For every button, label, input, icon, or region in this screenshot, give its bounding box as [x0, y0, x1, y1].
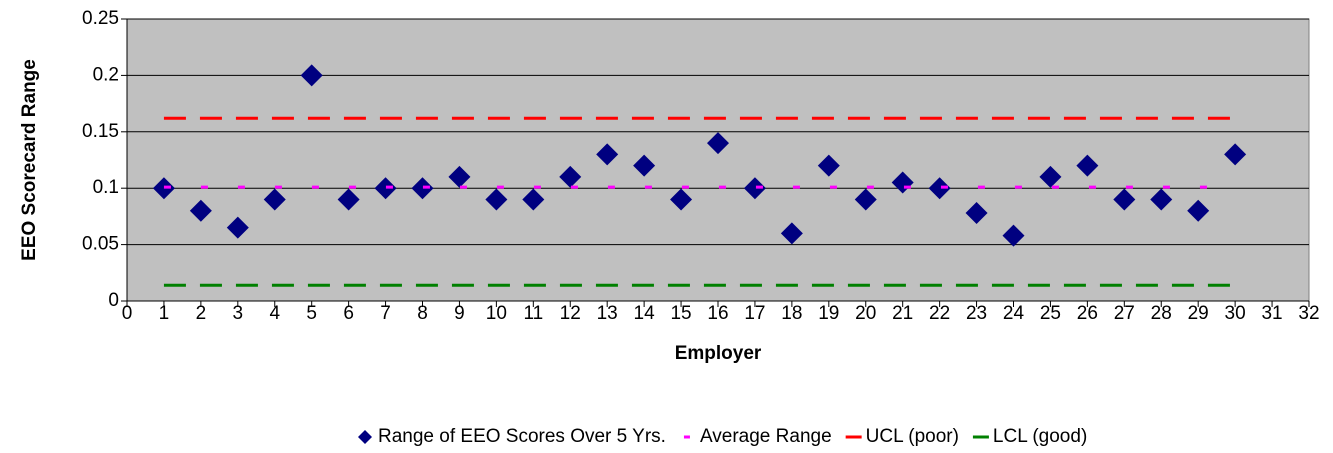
- data-point: [1039, 165, 1062, 188]
- data-point: [411, 177, 434, 200]
- legend-label: LCL (good): [993, 426, 1087, 447]
- x-tick-label: 19: [818, 303, 839, 324]
- x-tick-label: 32: [1298, 303, 1319, 324]
- x-tick-label: 29: [1188, 303, 1209, 324]
- x-tick-label: 12: [560, 303, 581, 324]
- data-point: [263, 188, 286, 211]
- data-point: [448, 165, 471, 188]
- y-tick-label: 0: [108, 290, 119, 311]
- y-tick-label: 0.1: [93, 177, 119, 198]
- plot-area: [126, 18, 1310, 302]
- x-tick-label: 11: [523, 303, 543, 324]
- data-point: [374, 177, 397, 200]
- data-point: [559, 165, 582, 188]
- data-point: [226, 216, 249, 239]
- data-point: [928, 177, 951, 200]
- data-point: [965, 202, 988, 225]
- x-tick-label: 28: [1151, 303, 1172, 324]
- x-tick-label: 21: [892, 303, 913, 324]
- data-point: [1224, 143, 1247, 166]
- x-tick-label: 7: [380, 303, 391, 324]
- x-tick-label: 14: [634, 303, 656, 324]
- y-axis-title: EEO Scorecard Range: [19, 59, 40, 261]
- data-point: [707, 132, 729, 155]
- data-point: [743, 177, 766, 200]
- data-point: [596, 143, 619, 166]
- x-tick-label: 13: [597, 303, 618, 324]
- data-point: [633, 154, 656, 177]
- legend: Range of EEO Scores Over 5 Yrs. Average R…: [358, 426, 1087, 447]
- data-point: [1150, 188, 1173, 211]
- x-tick-label: 6: [343, 303, 354, 324]
- data-point: [1002, 224, 1025, 247]
- data-point: [189, 199, 212, 222]
- x-tick-label: 17: [744, 303, 765, 324]
- data-point: [1113, 188, 1136, 211]
- y-tick-label: 0.05: [82, 234, 119, 255]
- x-tick-label: 24: [1003, 303, 1025, 324]
- data-point: [337, 188, 360, 211]
- x-tick-label: 27: [1114, 303, 1135, 324]
- data-point: [780, 222, 803, 245]
- data-point: [300, 64, 323, 87]
- data-point: [854, 188, 877, 211]
- data-point: [670, 188, 693, 211]
- data-point: [817, 154, 840, 177]
- data-point: [485, 188, 508, 211]
- x-tick-label: 25: [1040, 303, 1061, 324]
- x-tick-label: 1: [159, 303, 170, 324]
- data-point: [1076, 154, 1099, 177]
- x-tick-label: 22: [929, 303, 950, 324]
- x-tick-label: 18: [781, 303, 802, 324]
- y-tick-label: 0.25: [82, 8, 119, 29]
- x-tick-label: 9: [454, 303, 465, 324]
- legend-label: UCL (poor): [866, 426, 959, 447]
- x-axis-title: Employer: [675, 343, 762, 364]
- x-tick-label: 5: [306, 303, 317, 324]
- legend-label: Range of EEO Scores Over 5 Yrs.: [378, 426, 666, 447]
- y-tick-label: 0.2: [93, 64, 119, 85]
- x-tick-label: 26: [1077, 303, 1098, 324]
- data-point: [522, 188, 545, 211]
- x-tick-label: 31: [1261, 303, 1282, 324]
- x-tick-label: 3: [233, 303, 244, 324]
- x-tick-label: 23: [966, 303, 987, 324]
- x-tick-label: 20: [855, 303, 876, 324]
- legend-label: Average Range: [700, 426, 832, 447]
- x-tick-label: 15: [670, 303, 691, 324]
- legend-marker: [358, 430, 372, 444]
- x-tick-label: 8: [417, 303, 428, 324]
- x-tick-label: 4: [269, 303, 280, 324]
- data-point: [1187, 199, 1210, 222]
- x-tick-label: 16: [707, 303, 728, 324]
- x-tick-label: 10: [486, 303, 507, 324]
- x-tick-label: 30: [1225, 303, 1246, 324]
- x-tick-label: 0: [122, 303, 133, 324]
- x-tick-label: 2: [196, 303, 207, 324]
- y-tick-label: 0.15: [82, 121, 119, 142]
